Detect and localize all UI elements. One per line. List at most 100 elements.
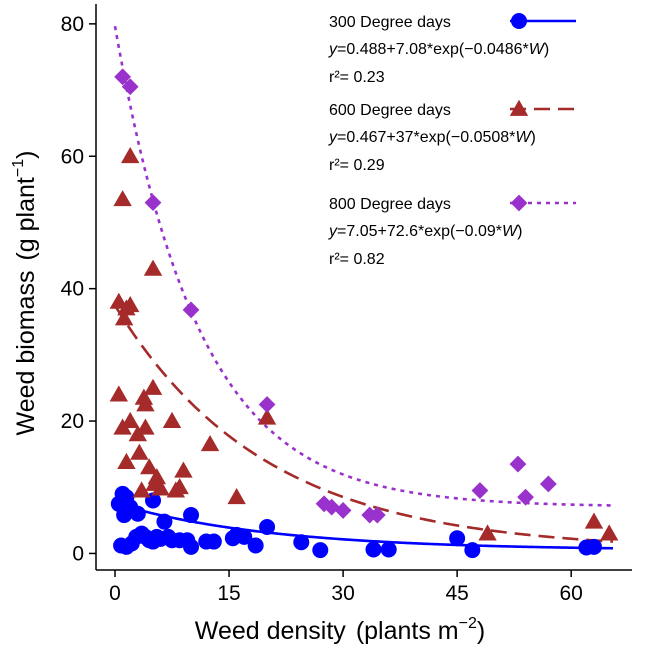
legend-r-squared: r²= 0.82 (329, 251, 385, 268)
y-axis-title: Weed biomass (g plant−1) (10, 151, 40, 436)
equation-var-y: y (328, 223, 338, 240)
x-axis-title: Weed density (plants m−2) (195, 615, 485, 645)
circle-point (247, 537, 264, 554)
diamond-point (539, 475, 557, 493)
legend: 300 Degree daysy=0.488+7.08*exp(−0.0486*… (328, 13, 576, 268)
x-axis-unit-exponent: −2 (459, 615, 477, 632)
x-tick-label: 0 (109, 582, 121, 605)
circle-point (236, 528, 253, 545)
y-axis-unit: g plant (12, 177, 40, 252)
x-axis-unit: plants m (364, 617, 458, 645)
legend-marker-swatch (511, 13, 527, 29)
circle-point (293, 534, 310, 551)
x-tick-label: 30 (331, 582, 354, 605)
fitted-curves (113, 25, 614, 550)
triangle-point (117, 452, 136, 469)
legend-equation: y=0.467+37*exp(−0.0508*W) (328, 129, 536, 146)
y-axis-paren: ) (12, 151, 40, 159)
circle-point (449, 530, 466, 547)
diamond-point (144, 194, 162, 211)
circle-point (205, 533, 222, 550)
diamond-point (368, 506, 386, 524)
fitted-curve (113, 304, 614, 543)
diamond-point (471, 482, 489, 499)
equation-body: =0.467+37*exp(−0.0508* (337, 129, 515, 146)
y-tick-label: 20 (61, 410, 84, 433)
legend-equation: y=7.05+72.6*exp(−0.09*W) (328, 223, 522, 240)
legend-r-squared: r²= 0.23 (329, 69, 385, 86)
equation-var-w: W (529, 41, 546, 58)
fitted-curve (114, 502, 614, 550)
equation-var-w: W (502, 223, 519, 240)
triangle-point (130, 443, 149, 460)
y-axis-paren: ( (12, 252, 40, 261)
x-axis-paren: ) (477, 617, 485, 645)
triangle-point (227, 487, 246, 505)
triangle-point (114, 309, 134, 326)
x-axis-label: Weed density (195, 617, 347, 645)
legend-series-name: 300 Degree days (329, 14, 451, 31)
circle-point (312, 542, 329, 559)
triangle-point (170, 478, 189, 495)
triangle-point (257, 408, 277, 425)
triangle-point (599, 524, 619, 541)
y-tick-label: 40 (61, 278, 84, 301)
triangle-point (478, 524, 497, 541)
x-tick-label: 15 (217, 582, 240, 605)
triangle-point (132, 481, 151, 498)
legend-r-squared: r²= 0.29 (329, 157, 385, 174)
legend-equation: y=0.488+7.08*exp(−0.0486*W) (328, 41, 549, 58)
diamond-point (334, 502, 352, 519)
triangle-point (151, 479, 170, 496)
circle-point (183, 538, 200, 555)
triangle-point (109, 385, 129, 402)
circle-point (380, 541, 397, 558)
y-tick-label: 80 (61, 13, 84, 36)
equation-body: =7.05+72.6*exp(−0.09* (337, 223, 502, 240)
triangle-point (162, 411, 182, 428)
triangle-point (140, 458, 159, 475)
circle-point (464, 542, 481, 559)
triangle-point (147, 468, 167, 485)
legend-series-name: 800 Degree days (329, 196, 451, 213)
triangle-point (584, 512, 604, 529)
equation-close: ) (544, 41, 549, 58)
triangle-point (200, 435, 220, 452)
triangle-point (174, 461, 193, 478)
circle-point (156, 513, 173, 530)
circle-point (183, 507, 200, 524)
legend-marker-swatch (510, 194, 528, 212)
y-axis-unit-exponent: −1 (10, 159, 27, 177)
equation-body: =0.488+7.08*exp(−0.0486* (337, 41, 529, 58)
circle-point (365, 541, 382, 558)
equation-close: ) (517, 223, 522, 240)
circle-point (585, 538, 602, 555)
diamond-point (114, 68, 132, 86)
triangle-point (136, 395, 155, 412)
data-points (109, 68, 619, 559)
equation-var-y: y (328, 41, 338, 58)
diamond-point (182, 301, 200, 319)
y-tick-label: 60 (61, 145, 84, 168)
triangle-point (143, 378, 163, 395)
triangle-point (143, 259, 163, 276)
circle-point (116, 507, 133, 524)
triangle-point (121, 296, 140, 313)
triangle-point (121, 411, 140, 428)
circle-point (259, 518, 276, 535)
diamond-point (258, 396, 276, 413)
equation-var-y: y (328, 129, 338, 146)
equation-var-w: W (515, 129, 532, 146)
x-tick-label: 60 (559, 582, 582, 605)
legend-series-name: 600 Degree days (329, 102, 451, 119)
triangle-point (121, 147, 140, 164)
triangle-point (113, 190, 132, 207)
legend-marker-swatch (509, 99, 529, 116)
diamond-point (517, 488, 534, 506)
y-axis-label: Weed biomass (12, 271, 40, 436)
diamond-point (121, 78, 139, 96)
diamond-point (509, 455, 527, 473)
y-tick-label: 0 (72, 542, 84, 565)
